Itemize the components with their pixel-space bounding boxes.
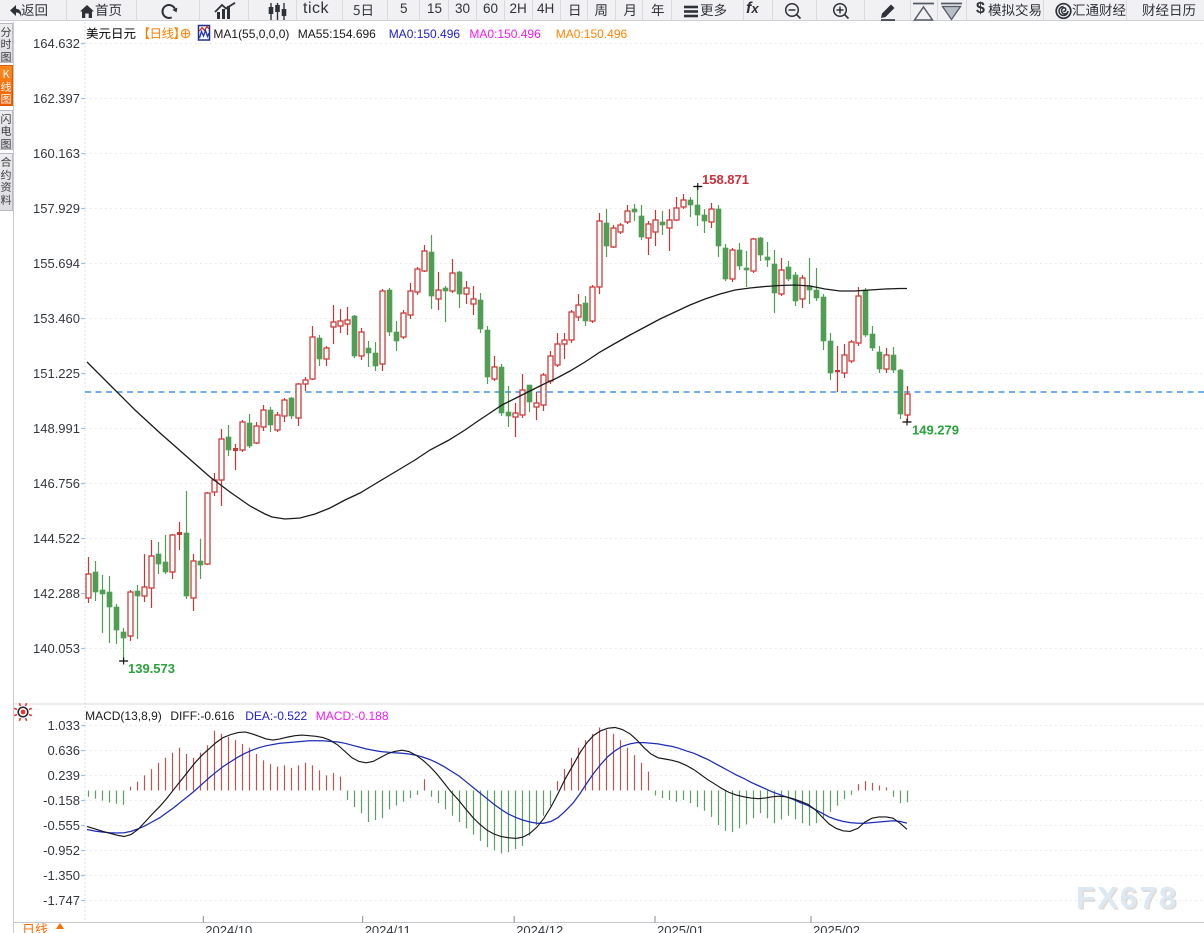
svg-text:-0.555: -0.555: [43, 818, 80, 833]
svg-text:139.573: 139.573: [128, 661, 175, 676]
svg-text:-0.158: -0.158: [43, 793, 80, 808]
svg-text:146.756: 146.756: [33, 476, 80, 491]
svg-text:162.397: 162.397: [33, 91, 80, 106]
svg-text:144.522: 144.522: [33, 531, 80, 546]
svg-text:140.053: 140.053: [33, 641, 80, 656]
svg-text:2025/02: 2025/02: [813, 923, 860, 933]
svg-text:155.694: 155.694: [33, 256, 80, 271]
svg-text:158.871: 158.871: [702, 172, 749, 187]
svg-text:FX678: FX678: [1076, 880, 1178, 915]
svg-text:【日线】: 【日线】: [138, 23, 186, 42]
svg-text:2024/12: 2024/12: [516, 923, 563, 933]
svg-text:MA0:150.496: MA0:150.496: [469, 27, 541, 41]
svg-text:DIFF:-0.616: DIFF:-0.616: [170, 709, 234, 723]
svg-text:149.279: 149.279: [912, 423, 959, 438]
svg-text:MA55:154.696: MA55:154.696: [298, 27, 376, 41]
svg-text:2024/11: 2024/11: [365, 923, 411, 933]
svg-text:-0.952: -0.952: [43, 843, 80, 858]
svg-text:-1.350: -1.350: [43, 868, 80, 883]
svg-text:2025/01: 2025/01: [657, 923, 704, 933]
svg-text:MA0:150.496: MA0:150.496: [389, 27, 461, 41]
svg-text:日线: 日线: [22, 919, 48, 933]
svg-text:0.636: 0.636: [47, 743, 80, 758]
svg-text:DEA:-0.522: DEA:-0.522: [245, 709, 307, 723]
svg-text:-1.747: -1.747: [43, 893, 80, 908]
svg-text:148.991: 148.991: [33, 421, 80, 436]
svg-text:MACD:-0.188: MACD:-0.188: [316, 709, 389, 723]
svg-text:164.632: 164.632: [33, 36, 80, 51]
svg-text:142.288: 142.288: [33, 586, 80, 601]
svg-text:151.225: 151.225: [33, 366, 80, 381]
svg-text:2024/10: 2024/10: [205, 923, 252, 933]
svg-text:MACD(13,8,9): MACD(13,8,9): [85, 709, 162, 723]
svg-text:0.239: 0.239: [47, 768, 80, 783]
svg-text:FX678: FX678: [1078, 882, 1180, 917]
svg-text:MA1(55,0,0,0): MA1(55,0,0,0): [213, 27, 289, 41]
svg-text:美元日元: 美元日元: [86, 23, 136, 42]
svg-text:160.163: 160.163: [33, 146, 80, 161]
svg-text:MA0:150.496: MA0:150.496: [556, 27, 628, 41]
svg-text:157.929: 157.929: [33, 201, 80, 216]
svg-text:153.460: 153.460: [33, 311, 80, 326]
svg-text:1.033: 1.033: [47, 718, 80, 733]
